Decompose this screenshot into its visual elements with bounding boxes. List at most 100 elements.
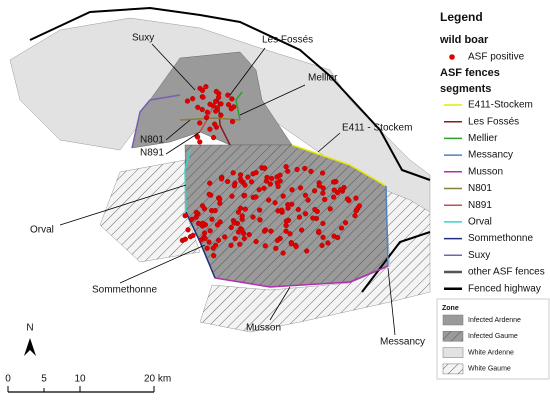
zone-swatch: [442, 314, 464, 326]
case-dot: [314, 208, 320, 215]
leader-line: [229, 47, 266, 96]
case-dot: [257, 217, 263, 223]
legend-label: ASF positive: [468, 52, 525, 63]
case-dot: [207, 126, 213, 132]
case-dot: [268, 228, 274, 234]
case-dot: [197, 120, 203, 126]
case-dot: [295, 206, 301, 213]
case-dot: [302, 165, 308, 172]
legend-heading: wild boar: [439, 34, 489, 46]
case-dot: [189, 216, 195, 222]
case-dot: [184, 98, 191, 104]
case-dot: [246, 232, 252, 238]
legend-label: other ASF fences: [468, 267, 545, 278]
case-dot: [228, 242, 234, 248]
case-dot: [200, 94, 206, 100]
case-dot: [272, 200, 278, 206]
case-dot: [213, 108, 219, 114]
case-dot: [229, 96, 235, 102]
case-dot: [235, 209, 242, 215]
case-dot: [242, 192, 248, 199]
case-dot: [320, 234, 326, 240]
case-dot: [293, 242, 299, 248]
leader-line: [165, 131, 201, 155]
case-dot: [287, 231, 293, 237]
case-dot: [215, 237, 222, 243]
case-dot: [217, 200, 223, 206]
case-dot: [316, 228, 322, 234]
case-dot: [256, 187, 262, 193]
case-dot: [279, 207, 285, 213]
case-dot: [297, 185, 304, 191]
legend-label: N801: [468, 183, 492, 194]
case-dot: [337, 187, 344, 193]
map-label: Suxy: [132, 33, 154, 44]
case-dot: [211, 253, 217, 259]
case-dot: [261, 228, 268, 234]
case-dot: [320, 190, 326, 196]
case-dot: [230, 170, 236, 176]
zone-label: White Gaume: [468, 366, 511, 373]
case-dot: [335, 234, 341, 241]
case-dot: [235, 229, 242, 235]
case-dot: [269, 175, 275, 182]
case-dot: [182, 213, 188, 219]
case-dot: [274, 180, 280, 186]
white-gaume: [200, 190, 430, 332]
case-dot: [250, 214, 256, 220]
case-dot: [204, 109, 210, 115]
case-dot: [304, 248, 310, 254]
case-dot: [212, 208, 218, 214]
case-dot: [352, 213, 358, 219]
case-dot: [327, 206, 333, 212]
case-dot: [179, 237, 185, 243]
fence-messancy: [385, 185, 389, 267]
case-dot: [229, 193, 235, 199]
case-dot: [237, 241, 243, 247]
map-label: Mellier: [308, 73, 338, 84]
case-dot: [288, 241, 294, 247]
case-dot: [216, 94, 222, 101]
case-dot: [283, 228, 289, 234]
leader-line: [269, 286, 291, 321]
legend-title: Legend: [440, 10, 483, 24]
case-dot: [210, 103, 216, 109]
case-dot: [195, 134, 201, 140]
case-dot: [302, 192, 309, 198]
case-dot: [283, 218, 289, 224]
case-dot: [283, 164, 289, 170]
case-dot: [299, 227, 305, 233]
case-dot: [277, 172, 283, 178]
case-dot: [203, 84, 209, 90]
map-label: Sommethonne: [92, 285, 157, 296]
case-dot: [245, 174, 251, 180]
map-label: N891: [140, 148, 164, 159]
case-dot: [302, 211, 309, 217]
case-dot: [319, 242, 325, 249]
scale-label: 0: [5, 374, 11, 385]
legend-label: Mellier: [468, 133, 498, 144]
case-dot: [294, 166, 300, 173]
fence-e411: [291, 144, 387, 187]
white-gaume: [100, 160, 200, 262]
case-dot: [257, 207, 263, 213]
case-dot: [289, 187, 295, 193]
fence-orval: [184, 149, 191, 213]
scale-label: 10: [74, 374, 86, 385]
case-dot: [213, 98, 219, 105]
case-dot: [231, 183, 238, 189]
leader-line: [165, 119, 191, 141]
case-dot: [206, 239, 212, 245]
case-dot: [241, 235, 247, 242]
case-dot: [212, 121, 218, 127]
legend-heading: segments: [440, 83, 491, 95]
leader-line: [151, 43, 196, 91]
fence-mellier: [235, 91, 243, 121]
case-dot: [190, 232, 196, 238]
case-dot: [231, 220, 237, 226]
fence-suxy: [131, 94, 181, 149]
map-label: Les Fossés: [262, 35, 313, 46]
zone-label: White Ardenne: [468, 349, 514, 356]
map-label: Messancy: [380, 337, 425, 348]
